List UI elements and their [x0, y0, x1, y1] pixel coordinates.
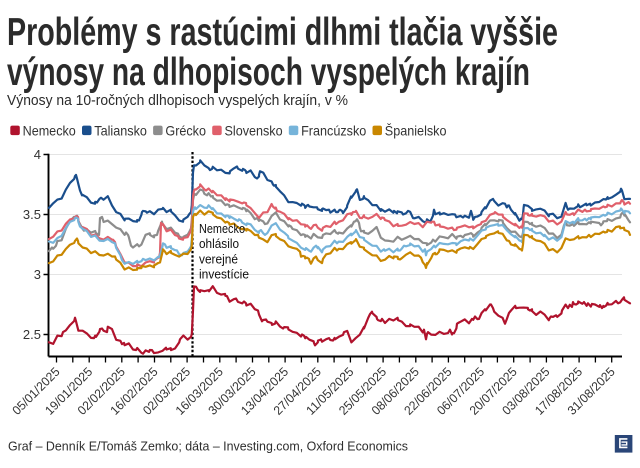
svg-text:Francúzsko: Francúzsko: [301, 122, 366, 138]
svg-text:investície: investície: [199, 268, 249, 282]
svg-text:ohlásilo: ohlásilo: [199, 237, 239, 251]
svg-text:verejné: verejné: [199, 252, 238, 266]
svg-text:4: 4: [34, 147, 41, 162]
svg-text:Graf – Denník E/Tomáš Zemko; d: Graf – Denník E/Tomáš Zemko; dáta – Inve…: [8, 439, 408, 454]
svg-text:Grécko: Grécko: [165, 122, 206, 138]
svg-text:Nemecko: Nemecko: [23, 122, 76, 138]
svg-text:Taliansko: Taliansko: [94, 122, 147, 138]
svg-text:výnosy na dlhopisoch vyspelých: výnosy na dlhopisoch vyspelých krajín: [7, 51, 530, 94]
svg-text:Problémy s rastúcimi dlhmi tla: Problémy s rastúcimi dlhmi tlačia vyššie: [7, 11, 558, 54]
svg-text:3: 3: [34, 267, 41, 282]
svg-text:3.5: 3.5: [23, 207, 41, 222]
svg-text:Nemecko: Nemecko: [199, 222, 245, 236]
svg-text:2.5: 2.5: [23, 327, 41, 342]
svg-text:Španielsko: Španielsko: [385, 122, 447, 138]
svg-text:Výnosy na 10-ročných dlhopisoc: Výnosy na 10-ročných dlhopisoch vyspelýc…: [7, 92, 348, 109]
svg-text:Slovensko: Slovensko: [225, 122, 283, 138]
